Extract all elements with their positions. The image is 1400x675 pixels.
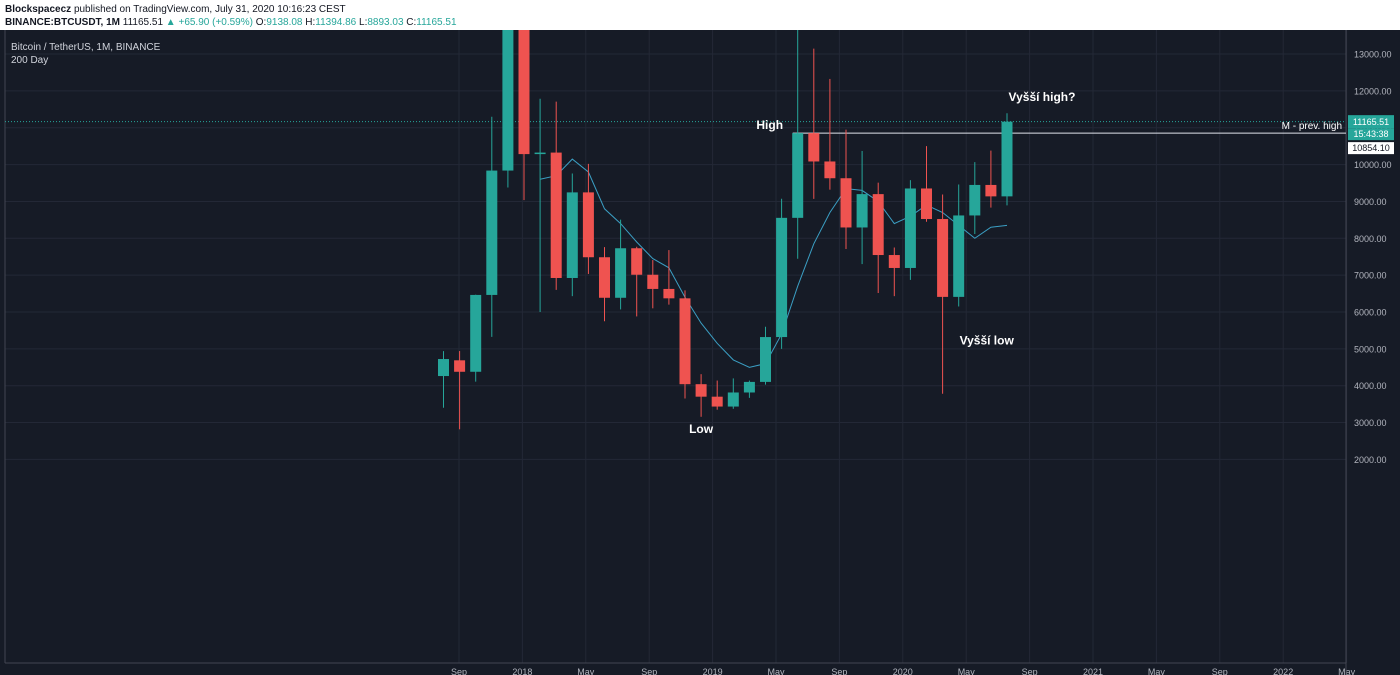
candle-body[interactable] [518, 30, 530, 155]
y-tick-label: 7000.00 [1354, 271, 1387, 281]
y-tick-label: 8000.00 [1354, 234, 1387, 244]
x-tick-label: May [577, 667, 595, 675]
x-tick-label: 2021 [1083, 667, 1103, 675]
chart-annotation: Low [689, 422, 714, 436]
candle-body[interactable] [760, 337, 771, 382]
price-chart[interactable]: 2000.00 3000.00 4000.00 5000.00 6000.00 7000.… [0, 30, 1400, 675]
low-value: 8893.03 [367, 17, 404, 28]
candle-body[interactable] [856, 194, 868, 228]
x-tick-label: Sep [641, 667, 657, 675]
candle-body[interactable] [872, 194, 884, 256]
chart-legend: Bitcoin / TetherUS, 1M, BINANCE 200 Day [11, 41, 160, 67]
close-value: 11165.51 [416, 17, 457, 28]
candle-body[interactable] [743, 381, 755, 393]
last-price-tag: 11165.51 [1353, 117, 1389, 127]
x-tick-label: May [1148, 667, 1166, 675]
legend-title: Bitcoin / TetherUS, 1M, BINANCE [11, 42, 161, 53]
x-tick-label: 2020 [893, 667, 913, 675]
y-tick-label: 5000.00 [1354, 344, 1387, 354]
candle-body[interactable] [566, 192, 578, 278]
x-tick-label: May [958, 667, 976, 675]
candle-body[interactable] [904, 188, 916, 268]
candle-body[interactable] [679, 298, 691, 385]
close-label: C: [406, 17, 417, 28]
open-label: O: [255, 17, 267, 28]
candle-body[interactable] [888, 255, 900, 268]
y-tick-label: 12000.00 [1354, 86, 1392, 96]
legend-indicator: 200 Day [11, 55, 49, 66]
candle-body[interactable] [727, 392, 739, 407]
publish-info: Blockspacecz published on TradingView.co… [5, 4, 346, 15]
candle-body[interactable] [824, 161, 836, 179]
candle-body[interactable] [534, 152, 546, 155]
candle-body[interactable] [921, 188, 932, 220]
open-value: 9138.08 [266, 17, 303, 28]
y-tick-label: 13000.00 [1354, 50, 1392, 60]
candle-body[interactable] [985, 184, 997, 197]
chart-annotation: High [756, 118, 783, 132]
candle-body[interactable] [776, 217, 788, 338]
high-value: 11394.86 [315, 17, 357, 28]
x-tick-label: 2018 [512, 667, 532, 675]
candle-body[interactable] [808, 133, 820, 162]
chart-annotation: Vyšší high? [1009, 90, 1076, 104]
publish-header: Blockspacecz published on TradingView.co… [0, 0, 1400, 30]
last-price: 11165.51 [122, 17, 164, 28]
candle-body[interactable] [695, 384, 707, 397]
candle-body[interactable] [502, 30, 514, 171]
x-tick-label: Sep [1022, 667, 1038, 675]
candle-body[interactable] [792, 133, 804, 218]
x-tick-label: Sep [1212, 667, 1228, 675]
candle-body[interactable] [1001, 121, 1013, 197]
candle-body[interactable] [840, 178, 852, 228]
x-tick-label: Sep [831, 667, 847, 675]
candle-body[interactable] [438, 359, 449, 377]
y-tick-label: 2000.00 [1354, 455, 1387, 465]
candle-body[interactable] [647, 274, 659, 289]
high-label: H: [305, 17, 316, 28]
price-change: ▲ +65.90 (+0.59%) [165, 17, 253, 28]
published-text: published on TradingView.com, July 31, 2… [73, 4, 346, 15]
candle-body[interactable] [486, 170, 498, 295]
candle-body[interactable] [550, 152, 562, 278]
prev-high-label: M - prev. high [1282, 121, 1342, 132]
countdown-tag-bg [1348, 128, 1394, 141]
y-tick-label: 6000.00 [1354, 308, 1387, 318]
y-tick-label: 9000.00 [1354, 197, 1387, 207]
candle-body[interactable] [953, 215, 965, 297]
candle-body[interactable] [454, 360, 466, 372]
candle-body[interactable] [631, 248, 643, 275]
candle-body[interactable] [599, 257, 610, 298]
candle-body[interactable] [582, 192, 594, 258]
x-tick-label: 2019 [703, 667, 723, 675]
chart-background [0, 30, 1400, 675]
ohlc-readout: BINANCE:BTCUSDT, 1M 11165.51 ▲ +65.90 (+… [5, 17, 457, 28]
x-tick-label: Sep [451, 667, 467, 675]
prev-high-tag: 10854.10 [1352, 143, 1390, 153]
last-price-tag-bg [1348, 115, 1394, 129]
candle-body[interactable] [711, 396, 723, 407]
symbol-line: BINANCE:BTCUSDT, 1M [5, 17, 120, 28]
y-tick-label: 4000.00 [1354, 381, 1387, 391]
y-tick-label: 10000.00 [1354, 160, 1392, 170]
chart-annotation: Vyšší low [960, 333, 1015, 347]
low-label: L: [359, 17, 368, 28]
candle-body[interactable] [615, 248, 627, 298]
x-tick-label: May [767, 667, 785, 675]
x-tick-label: 2022 [1273, 667, 1293, 675]
x-tick-label: May [1338, 667, 1356, 675]
prev-high-tag-bg [1348, 142, 1394, 155]
countdown-tag: 15:43:38 [1353, 129, 1388, 139]
author-name[interactable]: Blockspacecz [5, 4, 72, 15]
candle-body[interactable] [663, 288, 675, 299]
candle-body[interactable] [937, 219, 949, 297]
candle-body[interactable] [969, 184, 981, 216]
candle-body[interactable] [470, 294, 482, 372]
y-tick-label: 3000.00 [1354, 418, 1387, 428]
